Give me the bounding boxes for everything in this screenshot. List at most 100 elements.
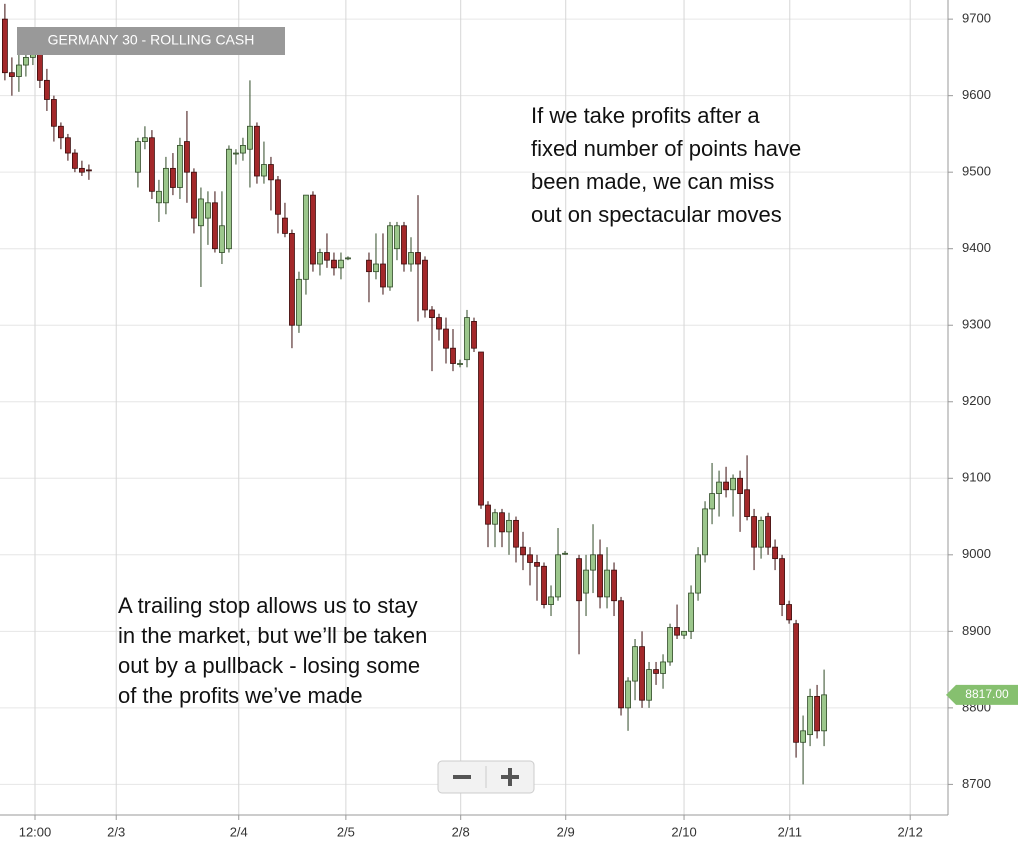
y-tick-label: 9400: [962, 240, 991, 255]
x-tick-label: 2/11: [778, 824, 802, 839]
candle-body: [611, 569, 617, 602]
candle-body: [226, 148, 232, 250]
candle-body: [261, 164, 267, 177]
candle-body: [247, 125, 253, 150]
candle-body: [632, 646, 638, 682]
candle-body: [758, 519, 764, 548]
candle-body: [751, 516, 757, 548]
candle-body: [807, 695, 813, 736]
candle-body: [576, 558, 582, 602]
zoom-controls: [437, 760, 535, 794]
candle-body: [345, 257, 351, 260]
candle-body: [821, 694, 827, 732]
candle-body: [415, 252, 421, 265]
candle-body: [135, 141, 141, 173]
candle-body: [464, 317, 470, 361]
candle-body: [317, 252, 323, 265]
x-tick-label: 2/12: [898, 824, 923, 839]
candle-body: [660, 661, 666, 674]
y-tick-label: 9300: [962, 317, 991, 332]
candle-body: [646, 669, 652, 701]
candle-body: [765, 516, 771, 548]
candle-body: [457, 363, 463, 365]
candle-body: [324, 252, 330, 261]
x-tick-label: 2/8: [452, 824, 470, 839]
candle-body: [779, 558, 785, 605]
candle-body: [800, 730, 806, 743]
candle-body: [688, 592, 694, 632]
candle-body: [282, 217, 288, 234]
candle-body: [730, 477, 736, 491]
candle-body: [625, 680, 631, 709]
y-tick-label: 8700: [962, 776, 991, 791]
x-tick-label: 2/10: [671, 824, 696, 839]
candle-body: [219, 225, 225, 253]
candle-body: [744, 489, 750, 517]
candle-body: [44, 79, 50, 100]
candle-body: [142, 137, 148, 142]
annotation-line: been made, we can miss: [531, 169, 774, 194]
y-tick-label: 9100: [962, 470, 991, 485]
candle-body: [149, 137, 155, 192]
candle-body: [310, 194, 316, 265]
candle-body: [58, 125, 64, 139]
candle-body: [534, 562, 540, 567]
x-tick-label: 2/9: [557, 824, 575, 839]
x-tick-label: 2/5: [337, 824, 355, 839]
candle-body: [233, 152, 239, 155]
candle-body: [366, 259, 372, 273]
candle-body: [212, 202, 218, 250]
candle-body: [562, 552, 568, 555]
candle-body: [401, 225, 407, 265]
candle-body: [604, 569, 610, 598]
candle-body: [737, 477, 743, 494]
candle-body: [492, 512, 498, 525]
candle-body: [191, 171, 197, 219]
last-price-tag: [946, 684, 1018, 705]
y-tick-label: 9200: [962, 393, 991, 408]
candle-body: [709, 493, 715, 510]
candle-body: [296, 278, 302, 326]
candle-body: [170, 167, 176, 188]
candle-body: [639, 646, 645, 701]
candle-body: [527, 554, 533, 563]
candle-body: [163, 167, 169, 204]
y-tick-label: 8900: [962, 623, 991, 638]
zoom-in-v[interactable]: [508, 768, 512, 786]
candle-body: [331, 259, 337, 269]
x-tick-label: 2/4: [230, 824, 248, 839]
candle-body: [681, 630, 687, 636]
candle-body: [520, 546, 526, 556]
candle-body: [471, 321, 477, 349]
candle-body: [51, 99, 57, 127]
candle-body: [79, 167, 85, 173]
candle-body: [86, 169, 92, 172]
candle-body: [793, 623, 799, 743]
candle-body: [541, 565, 547, 605]
annotation-line: of the profits we’ve made: [118, 683, 363, 708]
y-tick-label: 9000: [962, 546, 991, 561]
candle-body: [338, 259, 344, 269]
candle-body: [723, 481, 729, 491]
candle-body: [289, 233, 295, 326]
candle-body: [184, 141, 190, 173]
candle-body: [16, 64, 22, 77]
candle-body: [667, 627, 673, 663]
candle-body: [198, 198, 204, 227]
chart-title: GERMANY 30 - ROLLING CASH: [48, 32, 255, 48]
candle-body: [618, 600, 624, 709]
candle-body: [303, 194, 309, 280]
candle-body: [674, 627, 680, 636]
x-tick-label: 2/3: [107, 824, 125, 839]
candle-body: [695, 554, 701, 594]
zoom-in-button[interactable]: [501, 768, 519, 786]
candle-body: [254, 125, 260, 177]
candle-body: [275, 179, 281, 215]
candle-body: [177, 144, 183, 188]
x-tick-label: 12:00: [19, 824, 52, 839]
candle-body: [772, 546, 778, 560]
candle-body: [23, 56, 29, 66]
zoom-out-button[interactable]: [453, 775, 471, 779]
candle-body: [485, 504, 491, 525]
